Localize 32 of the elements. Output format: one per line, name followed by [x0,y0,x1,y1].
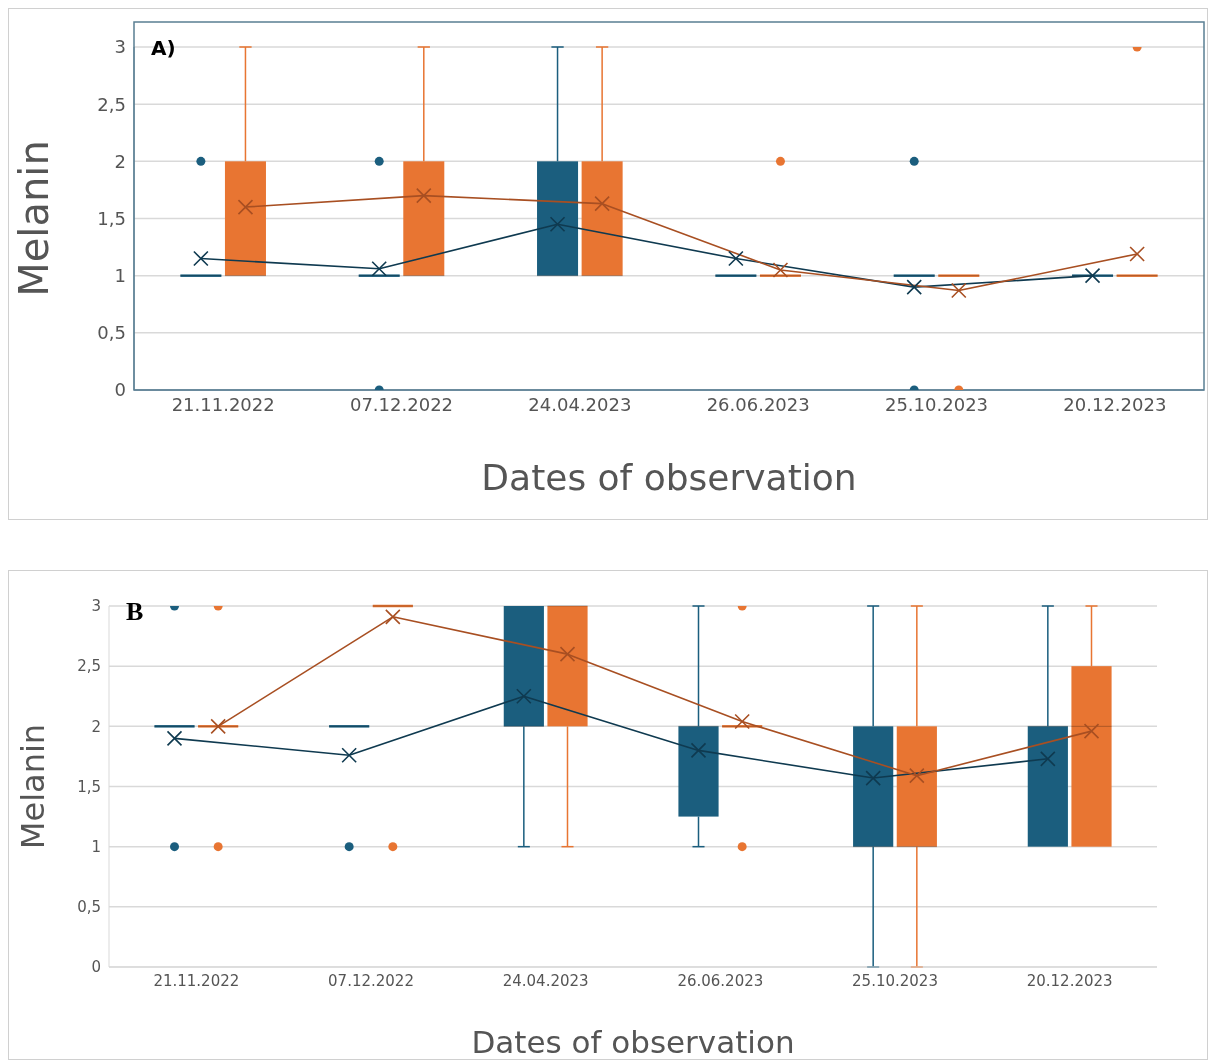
y-tick-label: 3 [114,36,126,58]
y-tick-label: 2 [114,150,126,172]
chart-title: A) [151,36,176,60]
y-tick-label: 3 [91,597,101,616]
chart-title: B [126,597,144,626]
x-tick-label: 24.04.2023 [528,393,632,415]
x-tick-label: 26.06.2023 [706,393,810,415]
x-tick-label: 07.12.2022 [328,971,414,990]
y-axis-title: Melanin [14,723,53,850]
x-tick-label: 24.04.2023 [502,971,589,990]
y-tick-label: 1,5 [97,207,126,229]
y-tick-label: 0 [114,379,126,401]
y-tick-label: 1,5 [77,777,101,796]
x-tick-label: 21.11.2022 [153,971,240,990]
x-tick-label: 25.10.2023 [852,971,938,990]
y-tick-label: 0 [91,958,101,977]
x-tick-label: 25.10.2023 [884,393,989,415]
y-axis-title: Melanin [11,140,58,297]
y-tick-label: 0,5 [97,322,126,344]
y-tick-label: 2,5 [97,93,126,115]
y-tick-label: 1 [91,837,101,856]
y-tick-label: 2,5 [77,657,101,676]
x-axis-title: Dates of observation [471,1024,795,1060]
y-tick-label: 2 [91,717,101,736]
x-tick-label: 20.12.2023 [1026,971,1113,990]
x-axis-title: Dates of observation [481,457,857,498]
x-tick-label: 20.12.2023 [1063,393,1167,415]
x-tick-label: 26.06.2023 [677,971,764,990]
y-tick-label: 0,5 [77,898,101,917]
x-tick-label: 21.11.2022 [171,393,275,415]
x-tick-label: 07.12.2022 [349,393,454,415]
y-tick-label: 1 [114,265,126,287]
